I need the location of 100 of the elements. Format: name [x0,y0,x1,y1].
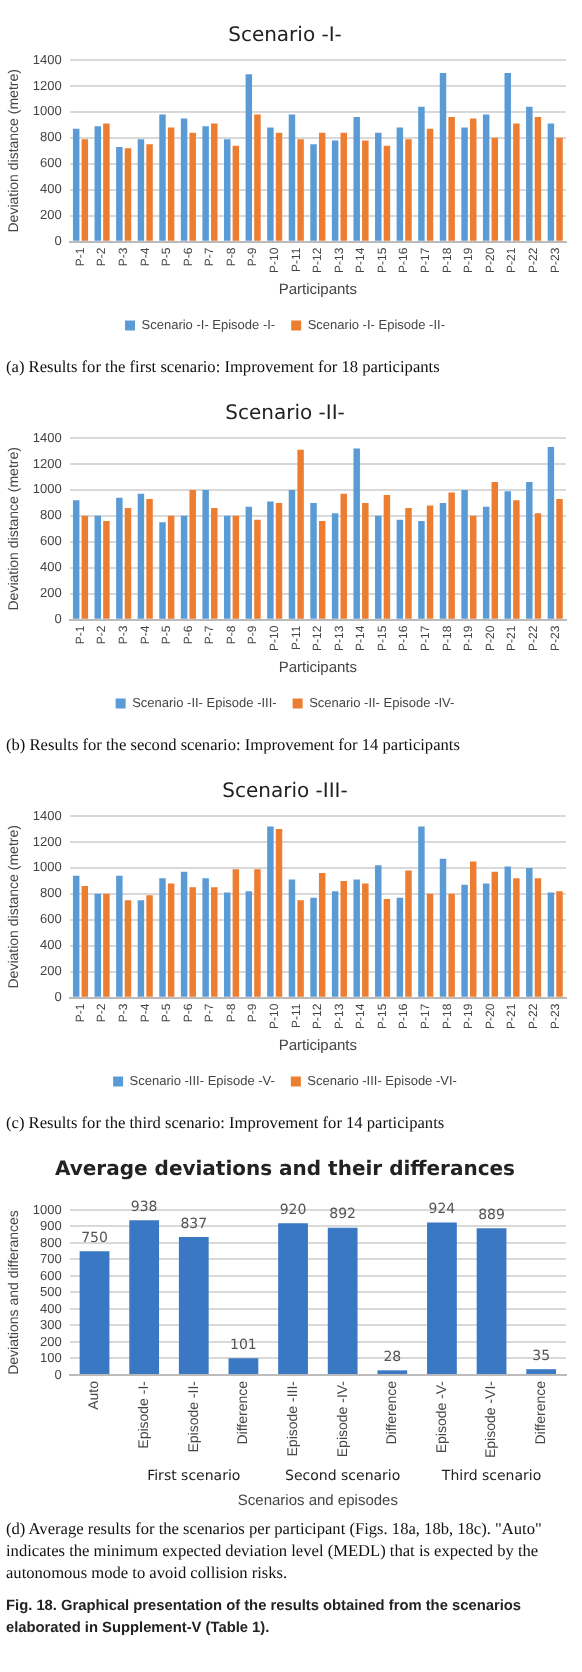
bar [116,497,123,619]
bar [267,826,274,997]
bar [288,879,296,997]
bar [267,127,274,241]
bar [426,505,434,619]
bar [362,140,369,241]
bar [94,893,102,997]
bar [103,893,110,997]
bar [362,502,369,619]
bar [448,893,455,997]
bar [504,491,511,619]
bar [81,515,89,619]
bar [482,114,490,241]
bar [396,127,404,241]
bar [297,449,304,619]
bar [461,489,468,619]
bar [513,123,520,241]
bar [375,865,382,997]
bar [137,139,145,241]
bar [124,148,132,241]
bar [137,493,145,619]
bar [331,140,339,241]
bar [396,519,404,619]
bar [340,493,347,619]
text: (d) Average results for the scenarios per participant (Figs. 18a, 18b, 18c). "Auto" indicates the minimum expected deviation level (MEDL) that is expected by the autonomous mode to avoid collision risks. [4,1518,544,1584]
bar [137,900,145,997]
bar [526,867,533,997]
bar [103,123,110,241]
bar [146,144,153,241]
bar [124,900,132,997]
bar [254,114,261,241]
bar [275,828,283,997]
chart-title: Scenario -III- [222,781,349,804]
bar [79,1251,110,1374]
bar [310,897,317,997]
bar [340,880,347,997]
bar [469,861,477,997]
bar [288,489,296,619]
bar [189,489,196,619]
bar [353,879,360,997]
bar [491,137,499,241]
bar [146,498,153,619]
bar [513,878,520,997]
bar [228,1358,259,1374]
bar [448,117,455,241]
bar [224,515,231,619]
bar [232,145,240,241]
bar [469,118,477,241]
bar [245,891,253,997]
bar [116,875,123,997]
bar [124,508,132,619]
chart-title: Scenario -I- [228,25,343,48]
bar [310,502,317,619]
bar [418,106,425,241]
bar [405,870,412,997]
bar [383,899,391,997]
bar [327,1227,358,1374]
bar [189,887,196,997]
bar [362,883,369,997]
bar [159,878,166,997]
bar [232,515,240,619]
bar [81,886,89,997]
bar [72,500,80,619]
bar [482,506,490,619]
bar [72,875,80,997]
bar [202,878,209,997]
bar [534,878,542,997]
bar [556,498,563,619]
bar [383,145,391,241]
bar [375,515,382,619]
bar [72,128,80,241]
bar [476,1228,507,1374]
bar [202,126,209,241]
bar [103,521,110,619]
bar [439,858,447,997]
bar [245,506,253,619]
bar [340,132,347,241]
bar [318,521,326,619]
bar [526,482,533,619]
bar [94,126,102,241]
bar [448,492,455,619]
bar [224,139,231,241]
bar [396,897,404,997]
bar [405,508,412,619]
bar [461,884,468,997]
bar [275,502,283,619]
bar [288,114,296,241]
bar [180,871,188,997]
bar [318,132,326,241]
bar [418,826,425,997]
bar [491,871,499,997]
bar [297,139,304,241]
bar [245,74,253,241]
bar [202,489,209,619]
bar [331,513,339,619]
bar [547,892,555,997]
bar [81,139,89,241]
bar [180,118,188,241]
bar [375,132,382,241]
bar [418,521,425,619]
